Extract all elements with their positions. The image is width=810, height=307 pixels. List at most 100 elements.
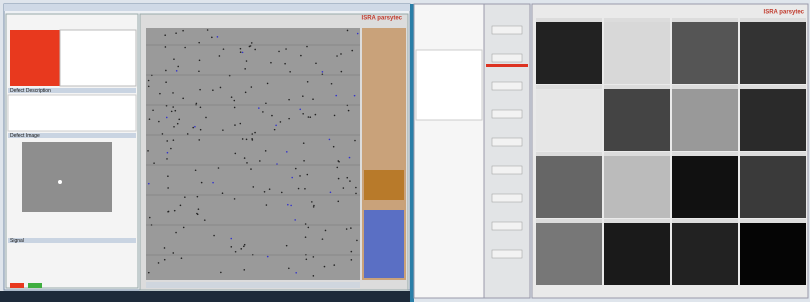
map-dot	[204, 219, 206, 221]
camera-caption	[740, 219, 806, 223]
map-dot	[251, 133, 253, 135]
map-dot	[250, 168, 252, 170]
map-dot	[356, 240, 358, 242]
map-dot	[270, 62, 272, 64]
event-list	[416, 50, 482, 120]
map-dot	[308, 227, 310, 229]
map-dot	[164, 34, 166, 36]
map-dot	[195, 169, 197, 171]
map-dot	[338, 161, 340, 163]
map-dot	[334, 115, 336, 117]
map-dot	[148, 86, 150, 88]
map-dot	[180, 205, 182, 207]
map-dot	[262, 111, 264, 113]
map-dot	[347, 104, 349, 106]
camera-view	[740, 223, 806, 285]
map-dot	[313, 206, 315, 208]
map-dot	[264, 191, 266, 193]
map-dot	[350, 227, 352, 229]
map-dot	[240, 248, 242, 250]
map-dot	[252, 186, 254, 188]
map-dot	[315, 62, 317, 64]
map-dot	[172, 252, 174, 254]
map-dot	[147, 150, 149, 152]
map-dot	[291, 177, 293, 179]
map-dot	[170, 148, 172, 150]
map-dot	[240, 123, 242, 125]
map-dot	[278, 51, 280, 53]
strip-blue	[364, 210, 404, 278]
map-dot	[288, 99, 290, 101]
map-dot	[222, 129, 224, 131]
map-dot	[151, 75, 153, 77]
map-dot	[252, 139, 254, 141]
map-dot	[184, 196, 186, 198]
map-dot	[288, 118, 290, 120]
map-dot	[312, 98, 314, 100]
map-dot	[330, 191, 332, 193]
camera-caption	[604, 219, 670, 223]
side-button	[492, 26, 522, 34]
map-dot	[346, 177, 348, 179]
side-button	[492, 222, 522, 230]
camera-caption	[604, 85, 670, 89]
map-dot	[313, 205, 315, 207]
map-dot	[324, 266, 326, 268]
camera-caption	[672, 219, 738, 223]
status-red	[10, 283, 24, 288]
map-dot	[219, 55, 221, 57]
map-dot	[249, 46, 251, 48]
camera-view	[604, 156, 670, 218]
map-dot	[266, 204, 268, 206]
side-button	[492, 82, 522, 90]
map-dot	[306, 46, 308, 48]
map-dot	[289, 71, 291, 73]
map-dot	[159, 93, 161, 95]
map-dot	[271, 115, 273, 117]
status-green	[28, 283, 42, 288]
map-toolbar	[146, 282, 360, 288]
map-dot	[223, 48, 225, 50]
map-dot	[173, 139, 175, 141]
map-dot	[148, 80, 150, 82]
map-dot	[158, 262, 160, 264]
camera-view	[604, 22, 670, 84]
map-dot	[349, 180, 351, 182]
map-dot	[299, 109, 301, 111]
defect-spot	[58, 180, 62, 184]
map-dot	[198, 139, 200, 141]
map-dot	[267, 256, 269, 258]
map-dot	[355, 193, 357, 195]
map-dot	[196, 103, 198, 105]
camera-caption	[740, 85, 806, 89]
map-dot	[303, 160, 305, 162]
map-dot	[267, 83, 269, 85]
camera-view	[672, 156, 738, 218]
map-dot	[194, 126, 196, 128]
map-dot	[234, 124, 236, 126]
map-dot	[184, 47, 186, 49]
map-dot	[149, 217, 151, 219]
map-dot	[172, 92, 174, 94]
map-dot	[165, 81, 167, 83]
map-dot	[343, 187, 345, 189]
list-panel	[414, 4, 484, 298]
camera-caption	[672, 85, 738, 89]
map-dot	[335, 95, 337, 97]
map-dot	[220, 87, 222, 89]
map-dot	[254, 132, 256, 134]
map-dot	[148, 272, 150, 274]
section-title: Defect Description	[10, 88, 51, 94]
map-dot	[311, 201, 313, 203]
map-dot	[243, 246, 245, 248]
map-dot	[171, 111, 173, 113]
description-box	[8, 95, 136, 131]
map-dot	[198, 42, 200, 44]
camera-view	[740, 22, 806, 84]
map-dot	[299, 175, 301, 177]
screenshot: Defect Description Defect Image Signal I…	[0, 0, 810, 302]
camera-view	[604, 223, 670, 285]
camera-view	[672, 89, 738, 151]
map-dot	[174, 210, 176, 212]
map-dot	[166, 140, 168, 142]
